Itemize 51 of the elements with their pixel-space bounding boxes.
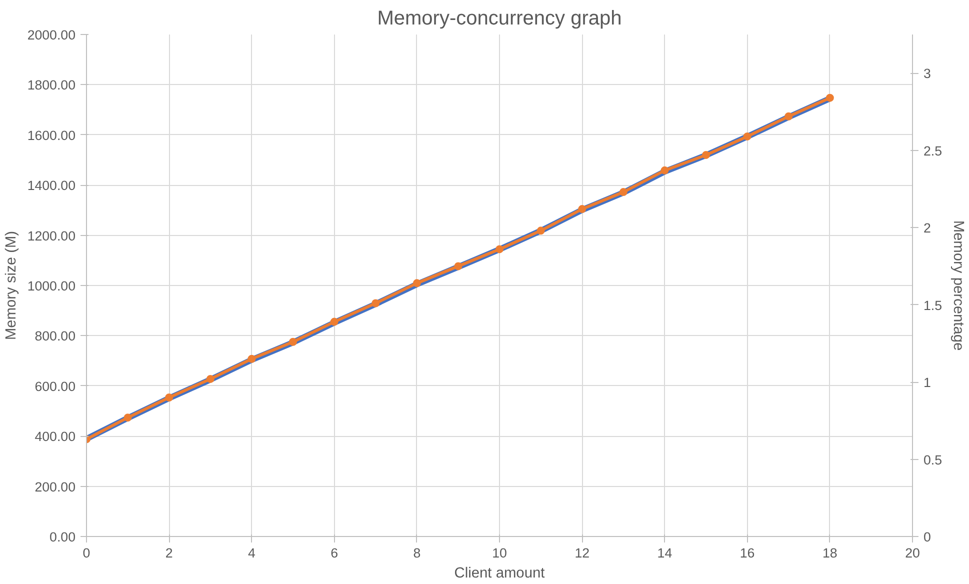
point: [412, 279, 421, 288]
x-tick-label: 14: [657, 546, 673, 560]
y2-tick-label: 3: [924, 66, 931, 82]
y2-tick-label: 2: [924, 220, 931, 236]
y2-tick-label: 1.5: [924, 298, 942, 313]
x-tick-label: 12: [574, 546, 590, 560]
x-tick-label: 0: [82, 546, 90, 560]
x-tick-label: 16: [740, 546, 755, 560]
y2-tick-label: 0.5: [924, 452, 942, 468]
y-tick-label: 200.00: [34, 479, 76, 494]
point: [702, 150, 710, 159]
y-tick-label: 400.00: [34, 429, 76, 444]
point: [743, 132, 752, 140]
y2-axis-title: Memory percentage: [950, 220, 966, 351]
y-tick-label: 800.00: [34, 328, 76, 344]
point: [248, 354, 256, 363]
y-tick-label: 1000.00: [27, 278, 76, 294]
y-tick-label: 0.00: [50, 530, 76, 544]
point: [165, 393, 174, 402]
y-tick-label: 1600.00: [27, 128, 76, 143]
y2-tick-label: 0: [924, 530, 931, 544]
x-tick-label: 8: [413, 546, 421, 560]
point: [454, 262, 462, 270]
y-tick-label: 1800.00: [27, 78, 76, 93]
y-axis-title: Memory size (M): [3, 230, 20, 340]
point: [330, 318, 338, 326]
point: [372, 299, 380, 308]
point: [826, 94, 834, 102]
point: [660, 166, 669, 174]
x-axis-title: Client amount: [454, 566, 545, 582]
x-tick-label: 2: [165, 546, 173, 560]
point: [784, 112, 793, 120]
x-tick-label: 6: [330, 546, 338, 560]
chart-title: Memory-concurrency graph: [377, 8, 622, 30]
point: [578, 205, 586, 214]
point: [619, 188, 628, 196]
point: [536, 226, 545, 235]
y-tick-label: 600.00: [34, 378, 76, 394]
x-tick-label: 4: [248, 546, 256, 560]
x-tick-label: 18: [822, 546, 838, 560]
point: [289, 338, 297, 346]
x-tick-label: 20: [905, 546, 920, 560]
y-tick-label: 2000.00: [27, 28, 76, 42]
point: [124, 414, 132, 422]
y2-tick-label: 1: [924, 375, 931, 390]
point: [206, 374, 214, 383]
y-tick-label: 1200.00: [27, 228, 76, 244]
y2-tick-label: 2.5: [924, 143, 942, 158]
x-tick-label: 10: [492, 546, 507, 560]
y-tick-label: 1400.00: [27, 178, 76, 194]
point: [496, 245, 504, 254]
